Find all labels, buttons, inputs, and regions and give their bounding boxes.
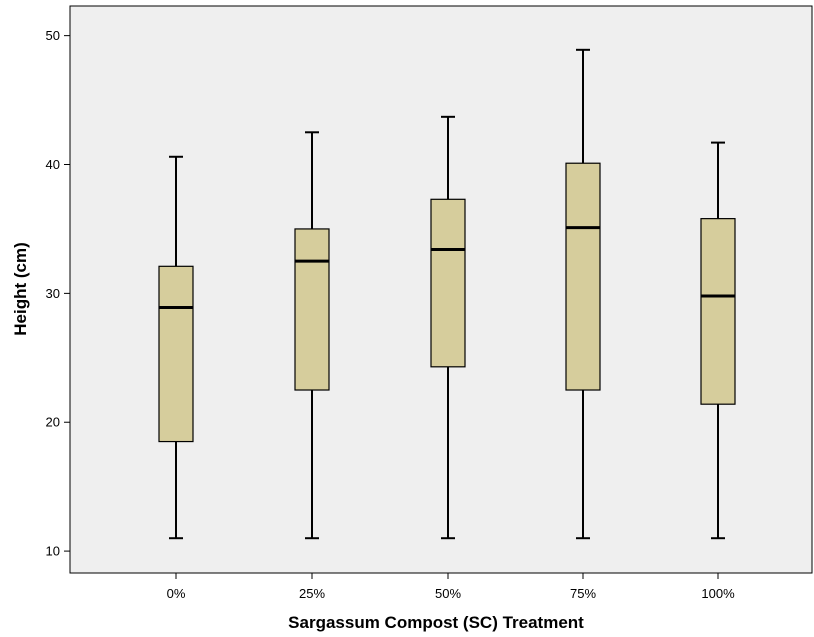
y-axis: 10 20 30 40 50	[46, 28, 70, 559]
y-tick-label: 30	[46, 286, 60, 301]
iqr-box	[294, 228, 330, 391]
box-75pct	[565, 48, 601, 540]
x-tick-label: 50%	[435, 586, 461, 601]
y-axis-title: Height (cm)	[11, 242, 30, 336]
box-50pct	[430, 115, 466, 540]
x-tick-label: 25%	[299, 586, 325, 601]
x-axis: 0% 25% 50% 75% 100%	[167, 573, 735, 601]
iqr-box	[565, 162, 601, 391]
y-tick-label: 20	[46, 415, 60, 430]
iqr-box	[158, 265, 194, 443]
x-tick-label: 75%	[570, 586, 596, 601]
box-0pct	[158, 155, 194, 540]
x-tick-label: 100%	[701, 586, 735, 601]
iqr-box	[700, 218, 736, 405]
y-tick-label: 50	[46, 28, 60, 43]
y-tick-label: 10	[46, 544, 60, 559]
iqr-box	[430, 198, 466, 368]
box-100pct	[700, 141, 736, 540]
box-group	[158, 48, 736, 540]
x-axis-title: Sargassum Compost (SC) Treatment	[288, 613, 584, 632]
y-tick-label: 40	[46, 157, 60, 172]
box-25pct	[294, 131, 330, 540]
x-tick-label: 0%	[167, 586, 186, 601]
